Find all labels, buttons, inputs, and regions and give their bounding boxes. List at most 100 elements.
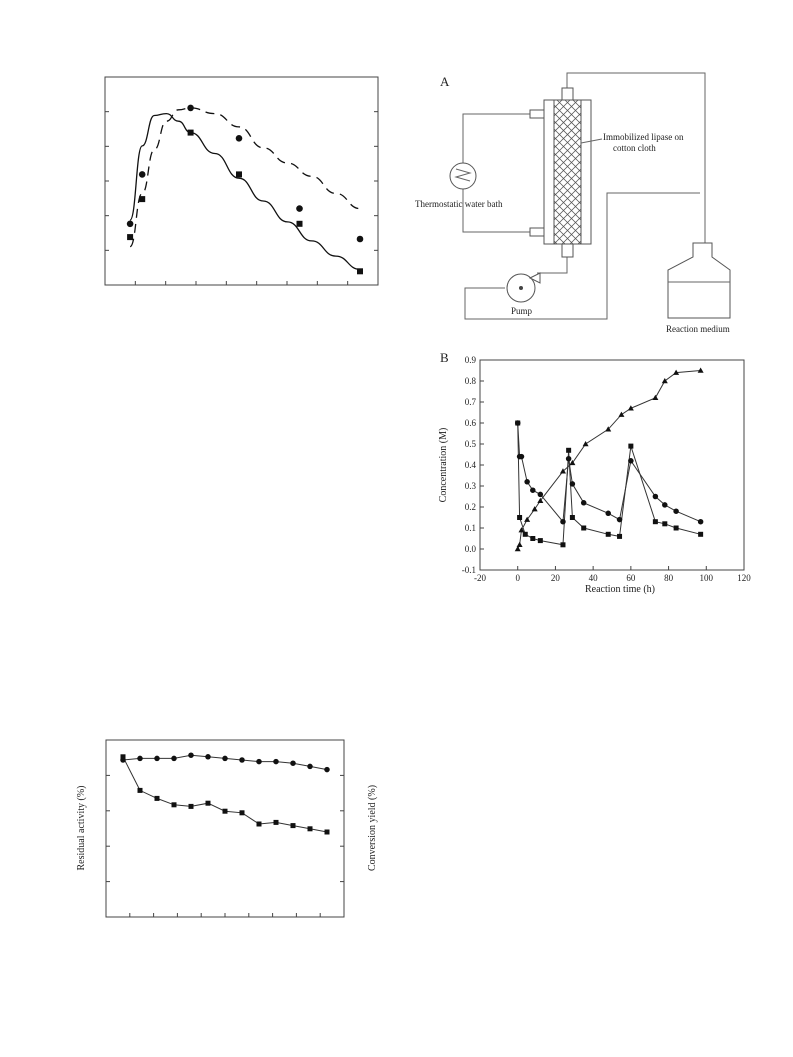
hatch-line bbox=[553, 200, 582, 229]
chart-b-xtick-label: 120 bbox=[737, 573, 751, 583]
data-point-circle bbox=[120, 757, 126, 763]
hatch-line bbox=[572, 99, 582, 109]
column-bottom-cap bbox=[561, 243, 574, 258]
data-point-triangle bbox=[618, 411, 625, 417]
data-point-circle bbox=[518, 453, 525, 460]
series-line-square bbox=[517, 422, 701, 546]
data-point-triangle bbox=[531, 506, 538, 512]
chart-b-xtick-label: 60 bbox=[626, 573, 636, 583]
hatch-line bbox=[553, 99, 563, 109]
lipase-cloth-hatch bbox=[553, 99, 582, 245]
hatch-line bbox=[553, 168, 582, 197]
series-line-circle bbox=[517, 422, 701, 523]
chart-b-xlabel: Reaction time (h) bbox=[585, 584, 655, 595]
label-lipase-line2: cotton cloth bbox=[613, 143, 656, 153]
pipe-top-return bbox=[566, 72, 706, 270]
data-point-triangle bbox=[514, 546, 521, 552]
hatch-line bbox=[553, 192, 582, 221]
hatch-line bbox=[553, 120, 582, 149]
chart-b-ytick-label: 0.5 bbox=[465, 439, 477, 449]
chart-b-ylabel: Concentration (M) bbox=[438, 428, 449, 503]
data-point-circle bbox=[652, 493, 659, 500]
data-point-square bbox=[273, 819, 279, 825]
data-point-square bbox=[171, 802, 177, 808]
series-line-square bbox=[122, 756, 328, 833]
data-point-square bbox=[256, 821, 262, 827]
data-point-square bbox=[628, 443, 634, 449]
data-point-square bbox=[324, 829, 330, 835]
data-point-circle bbox=[126, 220, 134, 228]
column-side-port-bottom bbox=[529, 227, 545, 237]
data-point-circle bbox=[565, 455, 572, 462]
hatch-line bbox=[553, 216, 582, 245]
chart-b-ytick-label: -0.1 bbox=[462, 565, 476, 575]
hatch-line bbox=[556, 99, 582, 125]
data-point-triangle bbox=[537, 497, 544, 503]
data-point-triangle bbox=[605, 426, 612, 432]
data-point-circle bbox=[324, 766, 330, 773]
chart-b-ytick-label: 0.4 bbox=[465, 460, 477, 470]
data-point-circle bbox=[616, 516, 623, 523]
data-point-circle bbox=[662, 502, 668, 508]
chart-b-ytick-label: 0.1 bbox=[465, 523, 476, 533]
pipe-feed bbox=[537, 257, 568, 274]
data-point-square bbox=[188, 803, 194, 809]
data-point-square bbox=[357, 268, 363, 275]
chart-bottom-left-y2label: Conversion yield (%) bbox=[367, 785, 378, 871]
hatch-line bbox=[553, 192, 582, 221]
data-point-circle bbox=[235, 135, 243, 142]
data-point-circle bbox=[256, 758, 262, 765]
hatch-line bbox=[553, 128, 582, 157]
label-reaction-medium: Reaction medium bbox=[666, 324, 730, 334]
chart-b-xtick-label: 100 bbox=[700, 573, 714, 583]
data-point-square bbox=[522, 531, 528, 537]
chart-top-left-marks bbox=[126, 104, 364, 275]
pump-center bbox=[519, 286, 523, 290]
panel-b-label: B bbox=[440, 350, 449, 365]
hatch-line bbox=[553, 184, 582, 213]
chart-b-ytick-label: 0.9 bbox=[465, 355, 477, 365]
data-point-square bbox=[662, 521, 668, 527]
hatch-line bbox=[577, 240, 582, 245]
data-point-square bbox=[569, 515, 575, 520]
label-water-bath: Thermostatic water bath bbox=[415, 199, 503, 209]
hatch-line bbox=[553, 176, 582, 205]
chart-b-ytick-label: 0.7 bbox=[465, 397, 477, 407]
water-bath-coil bbox=[454, 168, 472, 182]
data-point-circle bbox=[205, 754, 211, 760]
column-inner bbox=[553, 99, 582, 245]
data-point-triangle bbox=[627, 405, 634, 411]
data-point-circle bbox=[187, 104, 194, 112]
hatch-line bbox=[553, 128, 582, 157]
data-point-circle bbox=[580, 500, 587, 506]
data-point-triangle bbox=[524, 516, 531, 522]
chart-b-xtick-label: 20 bbox=[551, 573, 561, 583]
reaction-bottle bbox=[667, 242, 731, 319]
data-point-square bbox=[137, 787, 143, 793]
data-point-circle bbox=[222, 755, 228, 762]
fit-curve-dashed bbox=[129, 107, 361, 248]
column-outer bbox=[543, 99, 592, 245]
data-point-circle bbox=[273, 758, 279, 765]
data-point-square bbox=[120, 754, 126, 760]
data-point-triangle bbox=[673, 369, 680, 375]
chart-b-ticks: -20 0 20 40 60 80 100 120 -0.1 0.0 0.1 0.2 0.3 0.4 0.5… bbox=[462, 355, 752, 583]
data-point-circle bbox=[188, 752, 194, 758]
data-point-square bbox=[605, 531, 611, 537]
hatch-line bbox=[553, 99, 579, 125]
label-pump: Pump bbox=[511, 306, 533, 316]
series-line-circle bbox=[122, 754, 328, 771]
data-point-circle bbox=[569, 481, 576, 487]
chart-b-xtick-label: -20 bbox=[474, 573, 486, 583]
chart-bottom-left-series bbox=[120, 752, 330, 835]
chart-b-xtick-label: 0 bbox=[515, 573, 520, 583]
hatch-line bbox=[564, 99, 582, 117]
data-point-square bbox=[205, 800, 211, 806]
chart-top-left-curves bbox=[129, 107, 361, 271]
data-point-square bbox=[566, 447, 572, 453]
data-point-circle bbox=[137, 755, 143, 762]
hatch-line bbox=[553, 200, 582, 229]
chart-bottom-left-frame bbox=[105, 739, 345, 918]
hatch-line bbox=[553, 232, 566, 245]
